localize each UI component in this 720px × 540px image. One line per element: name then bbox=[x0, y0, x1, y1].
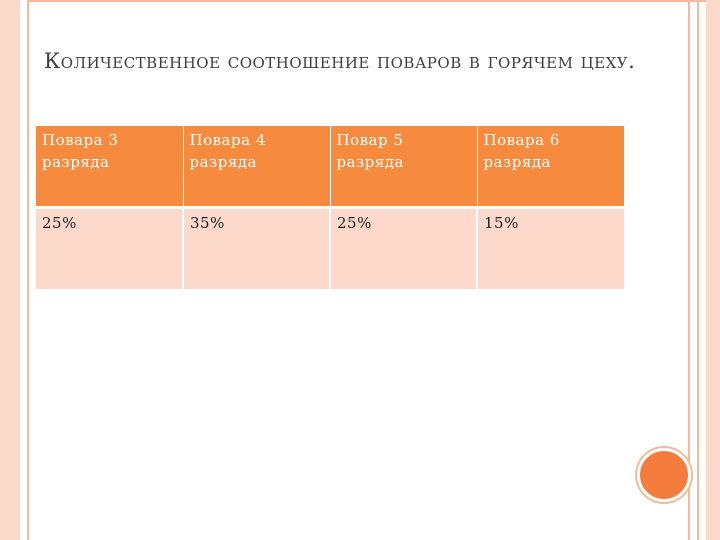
table-row: 25% 35% 25% 15% bbox=[36, 207, 624, 289]
grades-table: Повара 3 разряда Повара 4 разряда Повар … bbox=[36, 126, 624, 289]
frame-top-line bbox=[27, 0, 717, 2]
frame-right-band bbox=[706, 0, 720, 540]
decorative-circle bbox=[637, 448, 691, 502]
slide-title: Количественное соотношение поваров в гор… bbox=[44, 49, 636, 73]
frame-right-line bbox=[697, 0, 699, 540]
frame-left-band bbox=[0, 0, 20, 540]
frame-left-line bbox=[27, 0, 29, 540]
column-header: Повар 5 разряда bbox=[329, 126, 477, 209]
table-cell: 25% bbox=[36, 207, 183, 289]
column-header: Повара 4 разряда bbox=[182, 126, 330, 209]
table-header-row: Повара 3 разряда Повара 4 разряда Повар … bbox=[36, 126, 624, 209]
column-header: Повара 3 разряда bbox=[36, 126, 183, 209]
frame-right-line bbox=[688, 0, 690, 540]
column-header: Повара 6 разряда bbox=[476, 126, 624, 209]
table-cell: 15% bbox=[476, 207, 624, 289]
table-cell: 25% bbox=[329, 207, 477, 289]
table-cell: 35% bbox=[182, 207, 330, 289]
